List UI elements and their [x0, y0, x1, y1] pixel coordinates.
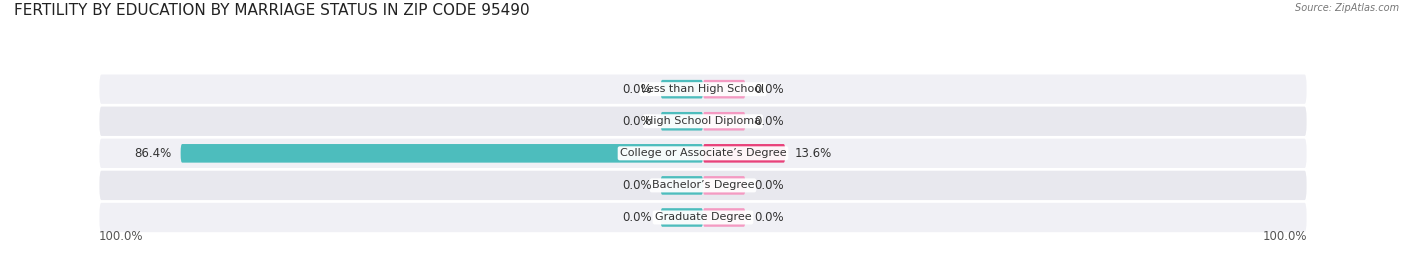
Text: FERTILITY BY EDUCATION BY MARRIAGE STATUS IN ZIP CODE 95490: FERTILITY BY EDUCATION BY MARRIAGE STATU… [14, 3, 530, 18]
FancyBboxPatch shape [661, 80, 703, 98]
FancyBboxPatch shape [98, 73, 1308, 105]
Text: High School Diploma: High School Diploma [645, 116, 761, 126]
Text: 0.0%: 0.0% [621, 211, 651, 224]
FancyBboxPatch shape [180, 144, 703, 163]
FancyBboxPatch shape [661, 208, 703, 227]
FancyBboxPatch shape [98, 170, 1308, 201]
FancyBboxPatch shape [703, 80, 745, 98]
Text: 13.6%: 13.6% [794, 147, 831, 160]
Text: 0.0%: 0.0% [621, 179, 651, 192]
Text: College or Associate’s Degree: College or Associate’s Degree [620, 148, 786, 158]
Text: Bachelor’s Degree: Bachelor’s Degree [652, 180, 754, 190]
Text: 86.4%: 86.4% [135, 147, 172, 160]
FancyBboxPatch shape [98, 138, 1308, 169]
Text: 0.0%: 0.0% [755, 179, 785, 192]
FancyBboxPatch shape [703, 112, 745, 130]
Text: 100.0%: 100.0% [98, 229, 143, 243]
Text: 0.0%: 0.0% [621, 83, 651, 96]
Text: 0.0%: 0.0% [755, 83, 785, 96]
FancyBboxPatch shape [703, 208, 745, 227]
FancyBboxPatch shape [703, 176, 745, 195]
Text: Source: ZipAtlas.com: Source: ZipAtlas.com [1295, 3, 1399, 13]
FancyBboxPatch shape [703, 144, 785, 163]
FancyBboxPatch shape [661, 176, 703, 195]
Text: 0.0%: 0.0% [755, 115, 785, 128]
Text: Less than High School: Less than High School [641, 84, 765, 94]
Text: Graduate Degree: Graduate Degree [655, 213, 751, 222]
Text: 100.0%: 100.0% [1263, 229, 1308, 243]
Text: 0.0%: 0.0% [621, 115, 651, 128]
FancyBboxPatch shape [661, 112, 703, 130]
FancyBboxPatch shape [98, 105, 1308, 137]
FancyBboxPatch shape [98, 202, 1308, 233]
Text: 0.0%: 0.0% [755, 211, 785, 224]
